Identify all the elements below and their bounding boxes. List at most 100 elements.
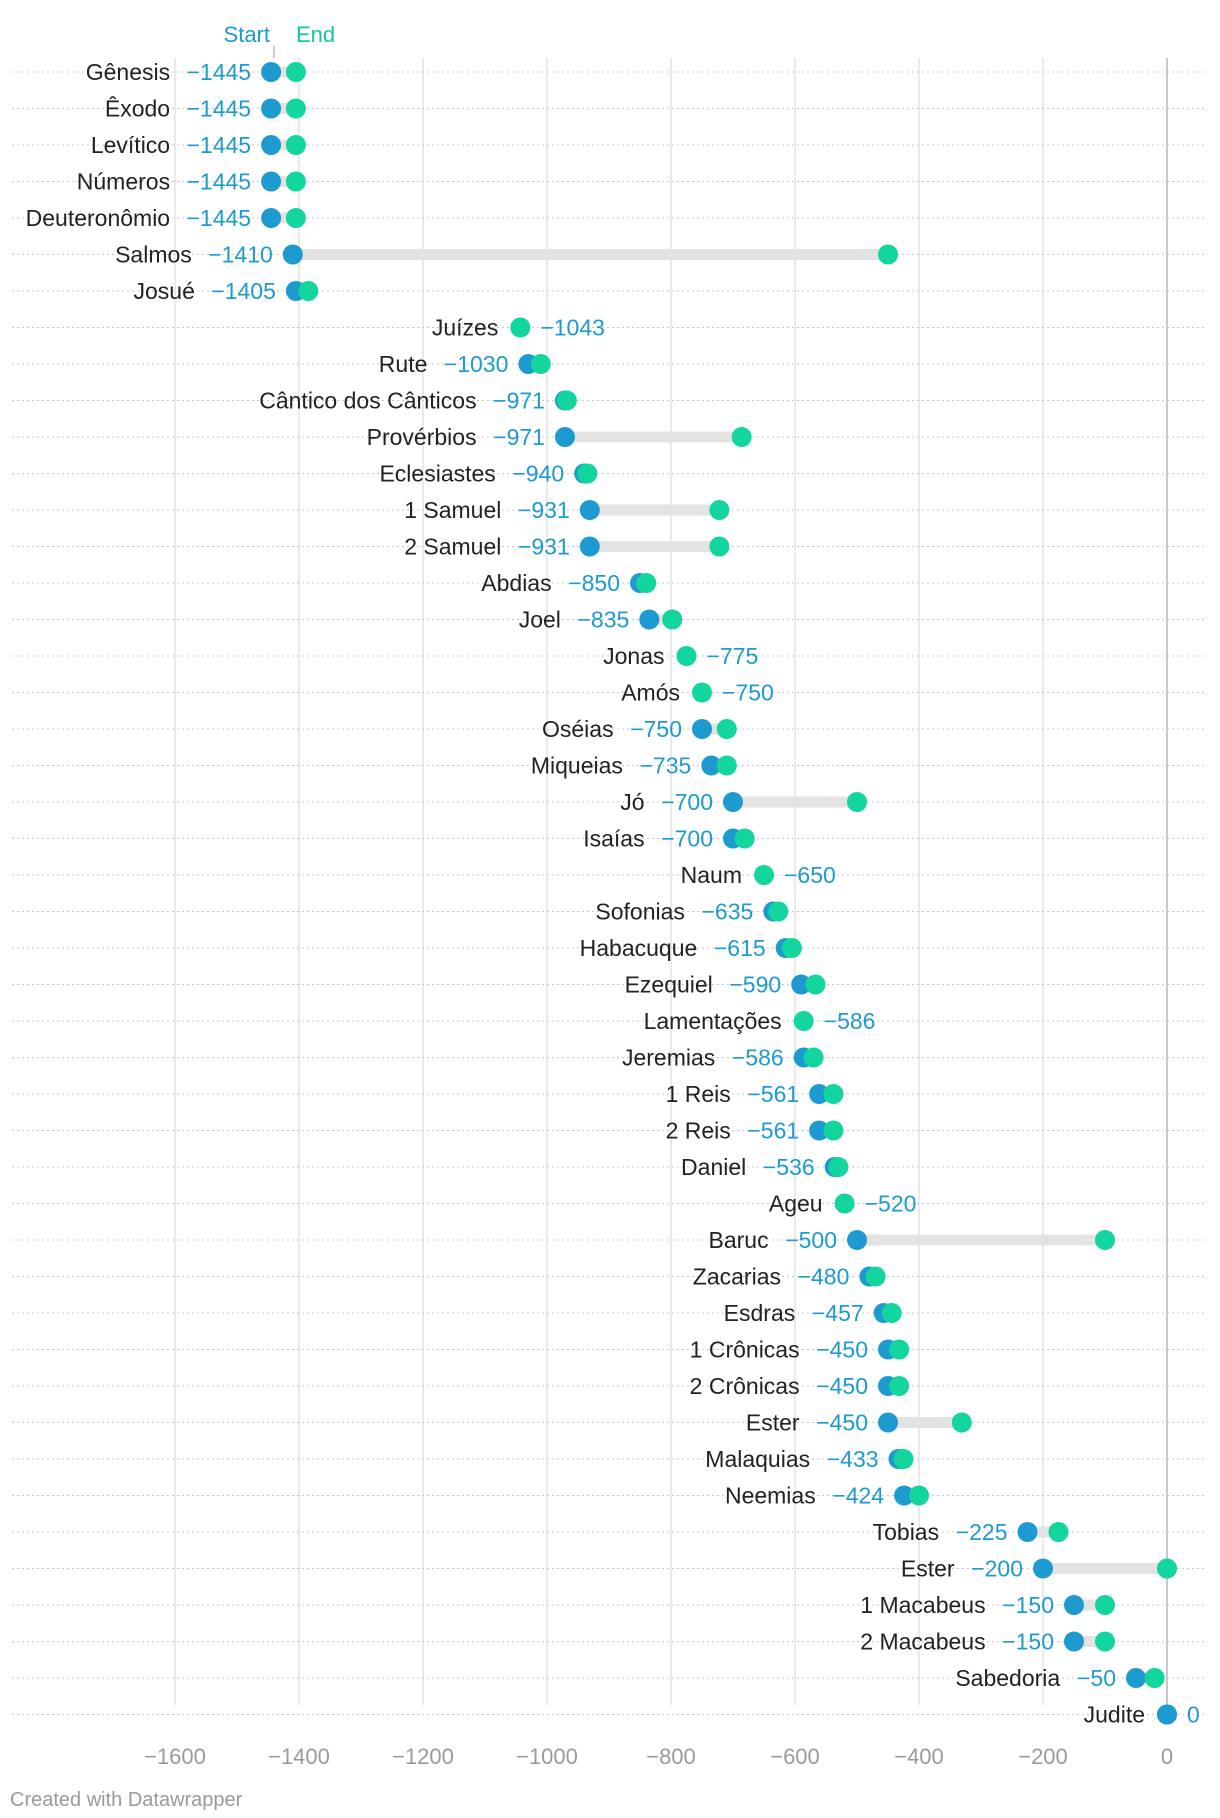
x-tick-label: 0 [1161,1744,1173,1769]
row-layer: −1445 Gênesis −1445 Êxodo −1445 Levítico −1445… [26,59,1200,1728]
end-dot [889,1376,910,1396]
start-dot [701,755,722,776]
x-tick-label: −400 [894,1744,944,1769]
value-label: −433 [827,1446,879,1472]
end-dot [768,901,789,922]
x-tick-label: −800 [646,1744,696,1769]
row-label: Levítico [91,132,170,158]
end-dot [881,1303,902,1323]
start-dot [1017,1522,1038,1542]
value-label: −450 [816,1410,868,1436]
start-dot [1064,1595,1084,1615]
row-label: 1 Samuel [404,497,501,523]
row-label: Jó [620,789,644,815]
row-label: Baruc [709,1227,769,1253]
row-label: Jonas [603,643,664,669]
start-dot [261,171,282,192]
value-label: −1445 [186,169,251,195]
end-dot [285,171,306,192]
start-dot [639,609,660,630]
row-label: Ageu [769,1191,823,1217]
value-label: −520 [865,1191,917,1217]
row-label: 2 Macabeus [860,1629,985,1655]
row-label: Oséias [542,716,614,742]
row-label: Salmos [115,242,192,268]
start-dot [809,1120,830,1141]
grid-layer [12,58,1205,1715]
row-label: Ester [901,1556,955,1582]
value-label: −750 [722,680,774,706]
value-label: −615 [714,935,766,961]
value-label: −650 [784,862,836,888]
end-dot [1095,1631,1115,1652]
start-dot [554,427,575,447]
end-dot [1144,1668,1165,1688]
end-dot [847,792,867,812]
value-label: −150 [1002,1629,1054,1655]
start-dot [579,500,600,520]
value-label: −700 [661,789,713,815]
end-dot [298,281,319,301]
value-label: −940 [512,461,564,487]
row-label: Amós [621,680,680,706]
legend: Start End [224,22,335,58]
start-dot [579,536,600,557]
value-label: −1445 [186,59,251,85]
row-label: Neemias [725,1483,816,1509]
value-label: −931 [518,534,570,560]
legend-end-label: End [296,22,335,47]
end-dot [834,1193,855,1214]
x-tick-label: −1000 [516,1744,578,1769]
x-axis: −1600 −1400 −1200 −1000 −800 −600 −400 −200 0 [144,1744,1173,1769]
start-dot [791,974,812,995]
value-label: −200 [971,1556,1023,1582]
end-dot [889,1339,910,1360]
row-label: Eclesiastes [379,461,495,487]
row-label: Lamentações [644,1008,782,1034]
value-label: −1445 [186,132,251,158]
end-dot [709,536,730,557]
end-dot [285,98,306,119]
footer-credit: Created with Datawrapper [10,1789,243,1811]
end-dot [734,828,755,849]
end-dot [636,573,657,593]
row-label: Jeremias [622,1045,715,1071]
value-label: −150 [1002,1592,1054,1618]
end-dot [865,1266,886,1287]
value-label: −590 [729,972,781,998]
end-dot [823,1120,844,1141]
end-dot [285,135,306,155]
end-dot [285,208,306,228]
end-dot [951,1412,972,1433]
start-dot [878,1412,898,1433]
end-dot [793,1011,814,1031]
row-label: Números [77,169,170,195]
value-label: −735 [639,753,691,779]
row-label: Tobias [873,1519,939,1545]
value-label: −1445 [186,96,251,122]
row-label: Josué [134,278,195,304]
row-label: Esdras [724,1300,796,1326]
start-dot [261,135,282,155]
x-tick-label: −600 [770,1744,820,1769]
row-label: Juízes [432,315,498,341]
row-label: Ester [746,1410,800,1436]
value-label: −480 [798,1264,850,1290]
row-label: Miqueias [531,753,623,779]
value-label: −1030 [444,351,509,377]
value-label: −50 [1077,1665,1116,1691]
end-dot [556,390,577,411]
row-label: Habacuque [580,935,698,961]
value-label: −1405 [211,278,276,304]
value-label: −1410 [208,242,273,268]
value-label: −536 [763,1154,815,1180]
row-label: 2 Crônicas [690,1373,800,1399]
end-dot [1095,1230,1115,1250]
x-tick-label: −1600 [144,1744,206,1769]
value-label: −457 [812,1300,864,1326]
row-label: Ezequiel [625,972,713,998]
value-label: −971 [493,424,545,450]
value-label: −850 [568,570,620,596]
row-label: 2 Samuel [404,534,501,560]
